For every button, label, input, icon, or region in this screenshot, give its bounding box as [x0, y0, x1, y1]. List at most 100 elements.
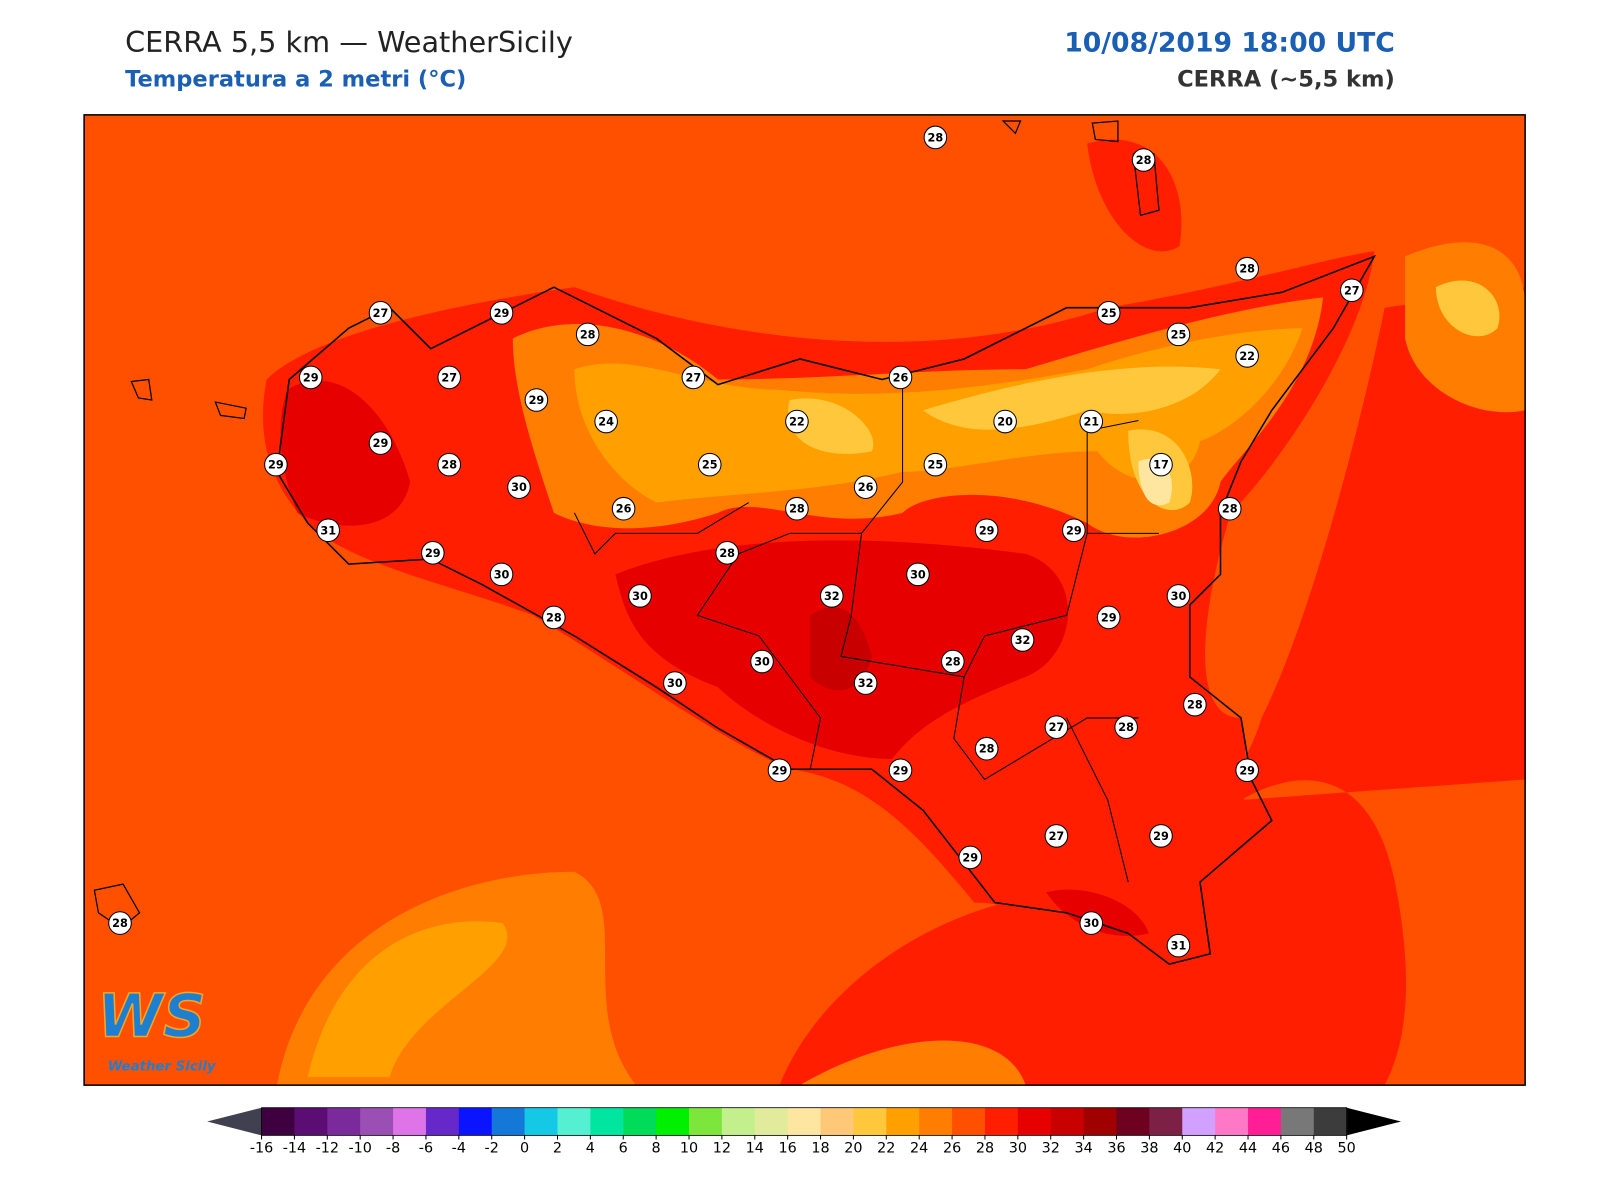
colorbar-tick-label: 26: [943, 1141, 961, 1157]
station-marker: [368, 431, 393, 455]
colorbar-swatch: [458, 1107, 493, 1136]
colorbar-tick-label: 2: [553, 1141, 562, 1157]
colorbar-swatch: [919, 1107, 953, 1136]
station-value: 28: [1187, 699, 1203, 712]
station-value: 27: [1049, 830, 1065, 843]
station-value: 27: [373, 307, 389, 320]
colorbar-swatch: [261, 1107, 295, 1136]
station-marker: [1235, 344, 1259, 368]
station-value: 22: [1239, 350, 1255, 363]
station-value: 32: [824, 590, 840, 603]
colorbar-under: [207, 1107, 262, 1136]
colorbar-swatch: [754, 1107, 789, 1136]
colorbar-swatch: [1116, 1107, 1150, 1136]
colorbar-tick-label: -14: [283, 1141, 306, 1157]
station-value: 32: [1015, 634, 1031, 647]
colorbar-swatch: [623, 1107, 657, 1136]
station-marker: [594, 409, 618, 434]
station-value: 28: [928, 131, 944, 144]
colorbar-tick-label: 34: [1074, 1141, 1092, 1157]
station-marker: [1131, 148, 1156, 172]
station-marker: [681, 365, 706, 390]
station-marker: [923, 125, 948, 150]
station-marker: [993, 409, 1017, 434]
logo-mark: WS: [97, 983, 205, 1052]
station-marker: [853, 671, 878, 695]
station-value: 31: [320, 524, 336, 537]
station-value: 27: [1344, 284, 1360, 297]
colorbar-swatch: [557, 1107, 591, 1136]
field-cool: [307, 921, 508, 1077]
station-marker: [1217, 496, 1242, 521]
colorbar-swatch: [1313, 1107, 1348, 1136]
station-value: 27: [685, 371, 701, 384]
station-marker: [489, 562, 514, 587]
station-value: 26: [893, 371, 909, 384]
colorbar-tick-label: 20: [844, 1141, 862, 1157]
station-value: 28: [112, 917, 128, 930]
station-value: 29: [1066, 524, 1082, 537]
colorbar-swatch: [656, 1107, 690, 1136]
colorbar-swatch: [1280, 1107, 1315, 1136]
station-value: 29: [1101, 611, 1117, 624]
station-value: 28: [1136, 154, 1152, 167]
station-marker: [1339, 278, 1364, 303]
stations: 28 28 28 27 27 29 28 25 25 22 29 27 27 26 29 24 22 20 21 29…: [108, 125, 1364, 958]
station-marker: [1183, 692, 1207, 717]
colorbar-swatch: [393, 1107, 427, 1136]
colorbar-tick-label: 4: [586, 1141, 595, 1157]
station-marker: [264, 452, 288, 477]
colorbar-swatch: [294, 1107, 328, 1136]
station-value: 29: [303, 371, 319, 384]
colorbar: -16 -14 -12 -10 -8 -6 -4 -2 0 2 4 6 8 10 12 14 16 18 20 22 2…: [207, 1107, 1402, 1157]
station-value: 29: [772, 764, 788, 777]
station-value: 30: [632, 590, 648, 603]
colorbar-tick-label: 42: [1206, 1141, 1224, 1157]
colorbar-swatch: [689, 1107, 723, 1136]
colorbar-tick-label: 36: [1107, 1141, 1125, 1157]
colorbar-tick-label: 6: [619, 1141, 628, 1157]
station-marker: [923, 452, 948, 477]
colorbar-tick-label: -8: [386, 1141, 400, 1157]
colorbar-tick-label: 22: [877, 1141, 895, 1157]
colorbar-tick-label: 12: [713, 1141, 731, 1157]
colorbar-tick-label: 50: [1338, 1141, 1356, 1157]
station-marker: [1114, 715, 1138, 739]
colorbar-tick-label: -6: [419, 1141, 433, 1157]
field-warm: [1087, 139, 1182, 252]
colorbar-swatch: [590, 1107, 624, 1136]
station-marker: [1044, 715, 1069, 739]
station-value: 28: [789, 503, 805, 516]
station-marker: [750, 649, 774, 674]
colorbar-swatch: [327, 1107, 361, 1136]
station-value: 28: [580, 328, 596, 341]
station-marker: [489, 301, 514, 325]
colorbar-tick-label: 10: [680, 1141, 698, 1157]
station-value: 30: [754, 656, 770, 669]
station-value: 27: [1049, 721, 1065, 734]
station-marker: [437, 365, 462, 390]
field-warm: [779, 287, 1526, 1086]
station-marker: [368, 301, 393, 325]
colorbar-tick-label: -10: [348, 1141, 371, 1157]
station-marker: [785, 496, 809, 521]
station-marker: [316, 518, 340, 543]
colorbar-swatch: [1248, 1107, 1282, 1136]
station-value: 29: [1153, 830, 1169, 843]
station-value: 17: [1153, 459, 1169, 472]
station-value: 29: [494, 307, 510, 320]
station-value: 26: [616, 503, 632, 516]
station-value: 25: [702, 459, 718, 472]
station-marker: [767, 758, 792, 783]
station-value: 29: [373, 437, 389, 450]
station-value: 21: [1083, 416, 1099, 429]
map-frame: [83, 114, 1526, 1086]
station-marker: [941, 649, 965, 674]
station-value: 29: [979, 524, 995, 537]
station-marker: [421, 541, 445, 565]
station-marker: [958, 845, 983, 870]
station-value: 22: [789, 416, 805, 429]
station-value: 29: [1239, 764, 1255, 777]
station-marker: [906, 562, 930, 587]
